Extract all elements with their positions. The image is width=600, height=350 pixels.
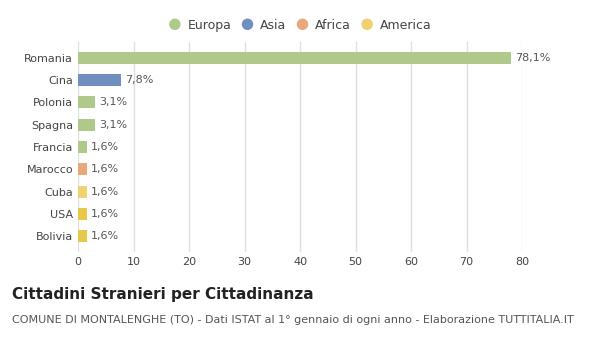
- Bar: [78, 74, 121, 86]
- Legend: Europa, Asia, Africa, America: Europa, Asia, Africa, America: [166, 17, 434, 35]
- Text: Cittadini Stranieri per Cittadinanza: Cittadini Stranieri per Cittadinanza: [12, 287, 314, 302]
- Text: 3,1%: 3,1%: [99, 97, 127, 107]
- Text: 7,8%: 7,8%: [125, 75, 154, 85]
- Text: 1,6%: 1,6%: [91, 164, 119, 174]
- Text: 1,6%: 1,6%: [91, 231, 119, 241]
- Bar: [78, 119, 95, 131]
- Bar: [78, 141, 87, 153]
- Text: 3,1%: 3,1%: [99, 120, 127, 130]
- Bar: [78, 230, 87, 243]
- Text: 1,6%: 1,6%: [91, 187, 119, 197]
- Bar: [78, 208, 87, 220]
- Text: 78,1%: 78,1%: [515, 53, 551, 63]
- Text: 1,6%: 1,6%: [91, 142, 119, 152]
- Bar: [78, 186, 87, 198]
- Bar: [78, 96, 95, 108]
- Text: 1,6%: 1,6%: [91, 209, 119, 219]
- Text: COMUNE DI MONTALENGHE (TO) - Dati ISTAT al 1° gennaio di ogni anno - Elaborazion: COMUNE DI MONTALENGHE (TO) - Dati ISTAT …: [12, 315, 574, 325]
- Bar: [78, 163, 87, 175]
- Bar: [78, 51, 511, 64]
